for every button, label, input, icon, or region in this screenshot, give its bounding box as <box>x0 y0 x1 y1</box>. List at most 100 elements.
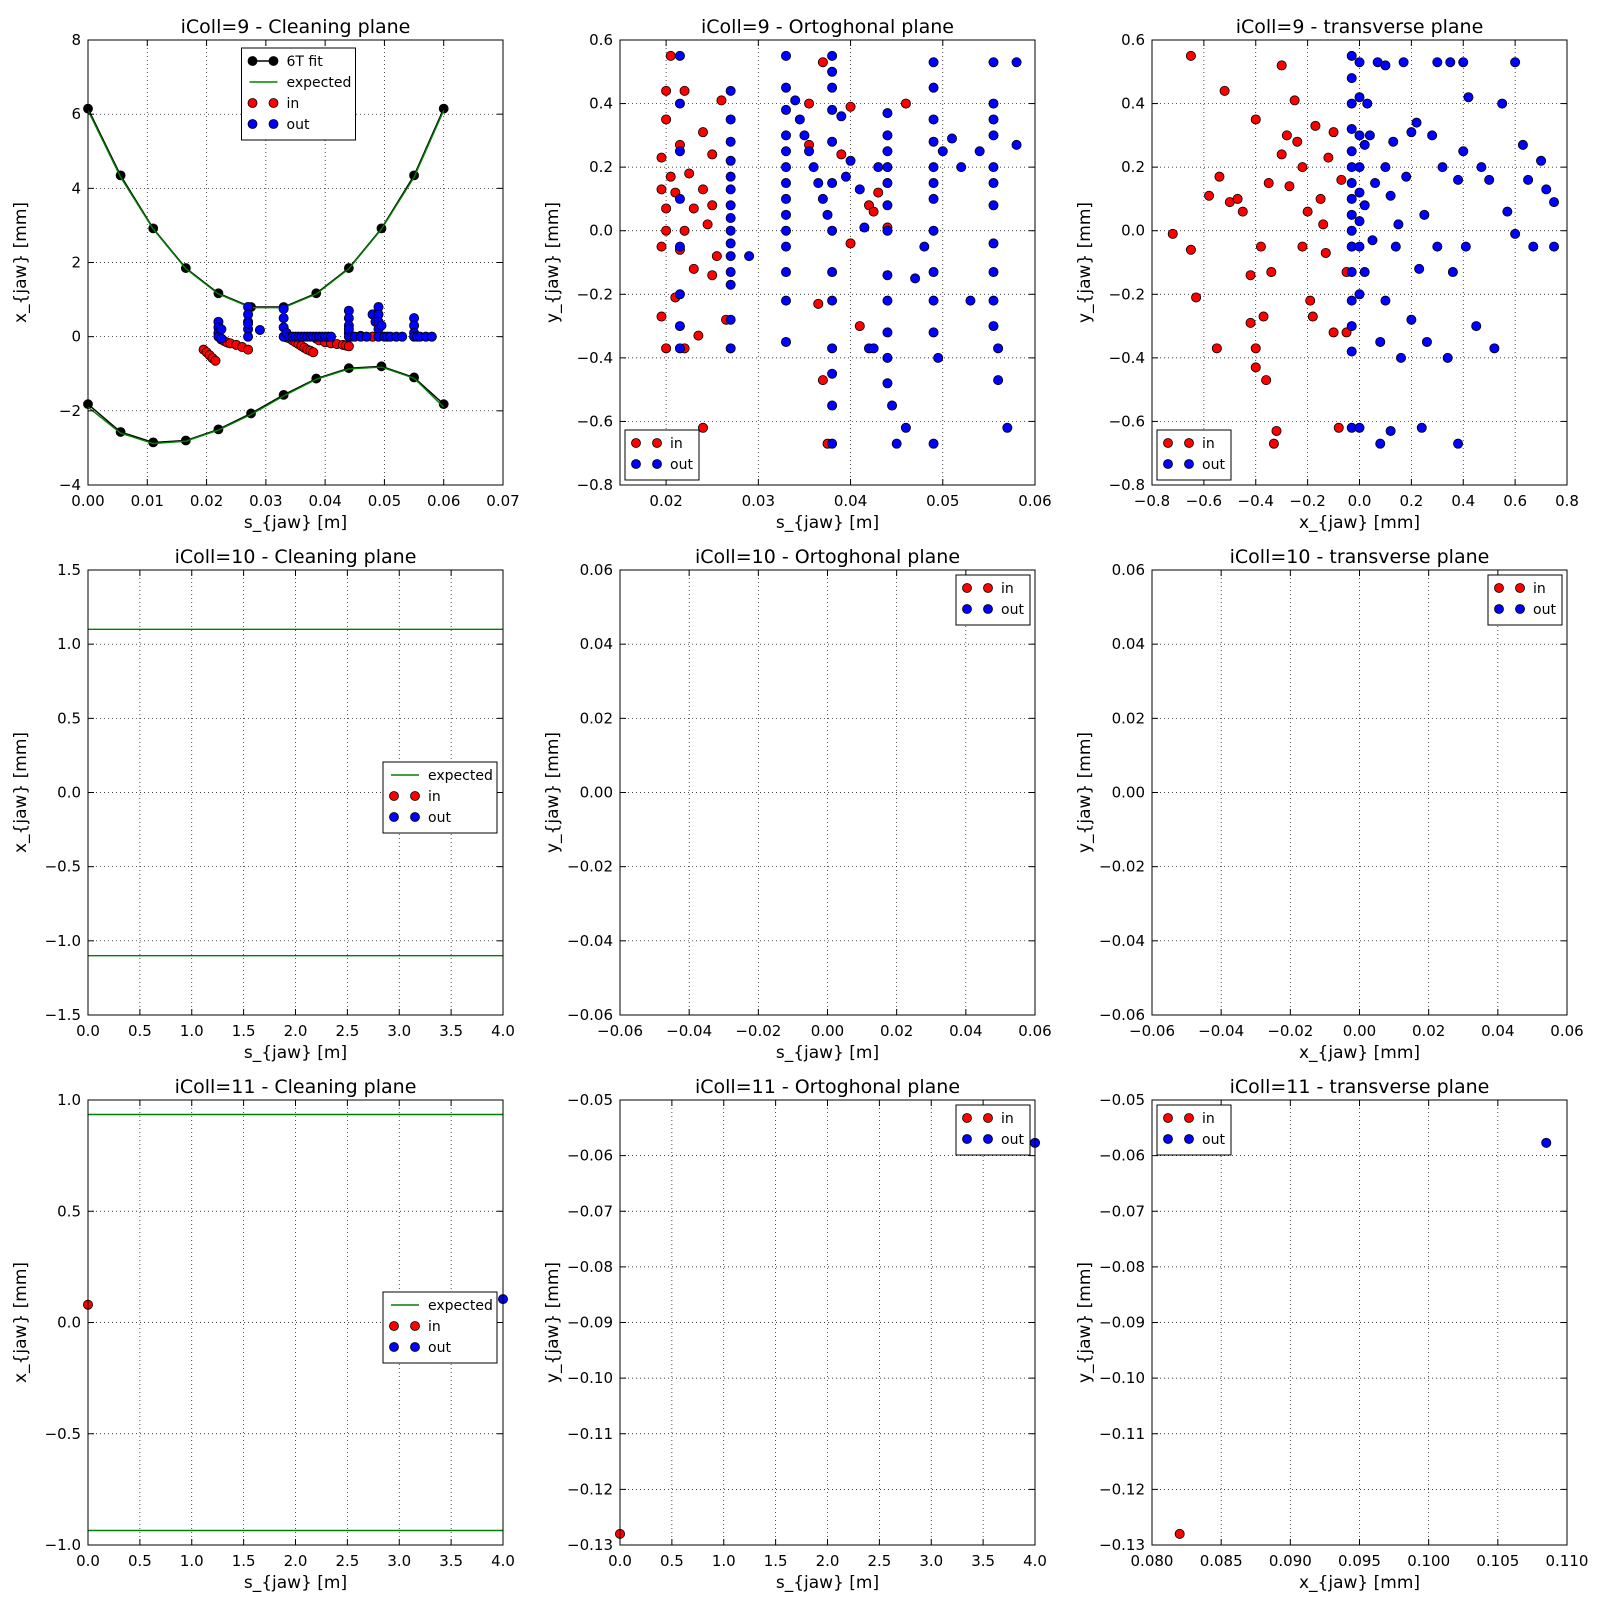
scatter-point-out <box>988 98 999 109</box>
scatter-point-out <box>1442 352 1453 363</box>
scatter-point-in <box>1289 95 1300 106</box>
scatter-point-out <box>933 352 944 363</box>
scatter-point-out <box>1380 60 1391 71</box>
y-tick-label: −0.07 <box>1099 1202 1145 1220</box>
y-axis-label: y_{jaw} [mm] <box>543 1262 563 1383</box>
legend-marker-swatch <box>247 119 258 129</box>
x-tick-label: 0.080 <box>1131 1552 1174 1570</box>
y-tick-label: 0.06 <box>1112 561 1145 579</box>
y-tick-label: −0.6 <box>577 412 613 430</box>
legend: in out <box>955 574 1031 626</box>
x-tick-label: 0.6 <box>1503 492 1527 510</box>
scatter-point-in <box>1214 171 1225 182</box>
scatter-point-out <box>781 146 792 157</box>
scatter-point-out <box>956 162 967 173</box>
y-tick-label: −1.0 <box>45 932 81 950</box>
scatter-point-out <box>988 178 999 189</box>
scatter-point-out <box>725 279 736 290</box>
x-tick-label: 2.5 <box>335 1552 359 1570</box>
scatter-point-out <box>1445 57 1456 68</box>
scatter-point-out <box>1370 178 1381 189</box>
y-tick-label: −0.12 <box>1099 1480 1145 1498</box>
scatter-point-out <box>1346 73 1357 84</box>
legend-marker-swatch <box>962 604 972 614</box>
scatter-point-in <box>665 171 676 182</box>
legend-marker-swatch <box>1184 438 1194 448</box>
x-tick-label: 1.0 <box>712 1552 736 1570</box>
legend-label: out <box>428 1340 451 1356</box>
fit-point <box>376 361 387 372</box>
scatter-point-out <box>827 368 838 379</box>
y-tick-label: 0.04 <box>580 635 613 653</box>
legend-marker-swatch <box>389 1321 399 1331</box>
y-tick-label: −0.02 <box>1099 858 1145 876</box>
scatter-point-out <box>1346 346 1357 357</box>
scatter-point-out <box>859 222 870 233</box>
scatter-point-out <box>216 333 227 344</box>
scatter-point-in <box>1237 206 1248 217</box>
scatter-point-out <box>725 136 736 147</box>
y-tick-label: −0.09 <box>1099 1314 1145 1332</box>
legend-label: out <box>1001 1132 1024 1148</box>
scatter-point-out <box>827 82 838 93</box>
y-tick-label: −0.2 <box>1109 285 1145 303</box>
scatter-point-in <box>698 184 709 195</box>
chart-title: iColl=10 - transverse plane <box>1230 546 1490 568</box>
subplot-7: 0.0 0.5 1.0 1.5 2.0 2.5 3.0 3.5 4.0 −1.0 −0.5 0.0 0.… <box>11 1076 515 1593</box>
legend: in out <box>624 429 700 481</box>
scatter-point-out <box>1362 98 1373 109</box>
plot-area <box>1167 50 1560 449</box>
scatter-point-in <box>1258 311 1269 322</box>
scatter-point-in <box>1318 219 1329 230</box>
y-tick-label: −0.5 <box>45 858 81 876</box>
y-tick-label: 0.00 <box>1112 784 1145 802</box>
scatter-point-in <box>1276 60 1287 71</box>
scatter-point-out <box>868 343 879 354</box>
scatter-point-in <box>854 321 865 332</box>
scatter-point-out <box>1437 162 1448 173</box>
scatter-point-out <box>827 267 838 278</box>
x-tick-label: 0.02 <box>190 492 223 510</box>
x-tick-label: 0.105 <box>1476 1552 1519 1570</box>
scatter-point-out <box>1359 267 1370 278</box>
y-tick-label: 0.02 <box>580 709 613 727</box>
scatter-point-out <box>674 193 685 204</box>
legend: in out <box>1156 429 1232 481</box>
scatter-point-out <box>928 57 939 68</box>
subplot-9: 0.080 0.085 0.090 0.095 0.100 0.105 0.110 −0.13… <box>1075 1076 1588 1593</box>
subplot-6: −0.06 −0.04 −0.02 0.00 0.02 0.04 0.06 −0.06 −0.0… <box>1075 546 1584 1063</box>
subplot-5: −0.06 −0.04 −0.02 0.00 0.02 0.04 0.06 −0.06 −0.0… <box>543 546 1052 1063</box>
scatter-point-out <box>822 209 833 220</box>
legend-label: in <box>1001 581 1014 597</box>
y-tick-label: −0.2 <box>577 285 613 303</box>
x-tick-label: 3.0 <box>387 1552 411 1570</box>
scatter-point-out <box>725 85 736 96</box>
scatter-point-out <box>794 114 805 125</box>
y-tick-label: −2 <box>59 402 81 420</box>
legend-marker-swatch <box>1494 583 1504 593</box>
x-tick-label: 1.0 <box>180 1552 204 1570</box>
scatter-point-out <box>1398 57 1409 68</box>
scatter-point-out <box>1346 98 1357 109</box>
y-tick-label: −0.02 <box>567 858 613 876</box>
x-tick-label: 3.0 <box>919 1552 943 1570</box>
x-tick-label: 0.05 <box>368 492 401 510</box>
chart-title: iColl=9 - transverse plane <box>1236 16 1484 38</box>
x-axis-label: s_{jaw} [m] <box>776 1043 879 1063</box>
scatter-point-out <box>744 251 755 262</box>
scatter-point-out <box>781 162 792 173</box>
scatter-point-in <box>661 114 672 125</box>
scatter-point-in <box>656 311 667 322</box>
scatter-point-in <box>1211 343 1222 354</box>
scatter-point-out <box>827 178 838 189</box>
scatter-point-out <box>1411 117 1422 128</box>
scatter-point-out <box>1401 171 1412 182</box>
legend-marker-swatch <box>1494 604 1504 614</box>
scatter-point-in <box>817 57 828 68</box>
scatter-point-out <box>813 178 824 189</box>
legend-marker-swatch <box>247 56 258 66</box>
scatter-point-out <box>827 343 838 354</box>
y-tick-label: −0.06 <box>567 1006 613 1024</box>
chart-title: iColl=10 - Cleaning plane <box>175 546 417 568</box>
scatter-point-out <box>845 155 856 166</box>
